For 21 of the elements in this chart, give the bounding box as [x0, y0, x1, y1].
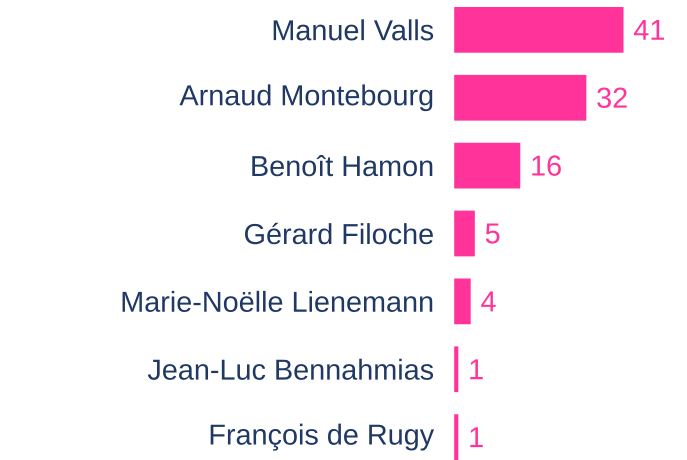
y-tick-label: Manuel Valls [274, 19, 434, 40]
data-label: 1 [470, 359, 483, 380]
data-label: 5 [486, 223, 500, 244]
y-tick-label: Gérard Filoche [245, 222, 433, 244]
data-label: 32 [597, 87, 627, 108]
y-tick-label: Marie-Noëlle Lienemann [122, 290, 432, 312]
data-label: 4 [481, 291, 496, 312]
y-tick-label: François de Rugy [210, 424, 434, 451]
bar [454, 142, 520, 188]
y-tick-label: Jean-Luc Bennahmias [148, 358, 434, 380]
y-tick-label: Arnaud Montebourg [179, 84, 432, 112]
bar [454, 346, 458, 392]
data-label: 16 [532, 155, 561, 176]
bar [454, 6, 624, 53]
data-label: 41 [634, 20, 664, 40]
bar [454, 414, 458, 460]
y-tick-label: Benoît Hamon [252, 154, 432, 176]
bar [454, 210, 475, 256]
bar [454, 278, 471, 324]
data-label: 1 [470, 427, 483, 447]
bar [454, 74, 586, 120]
